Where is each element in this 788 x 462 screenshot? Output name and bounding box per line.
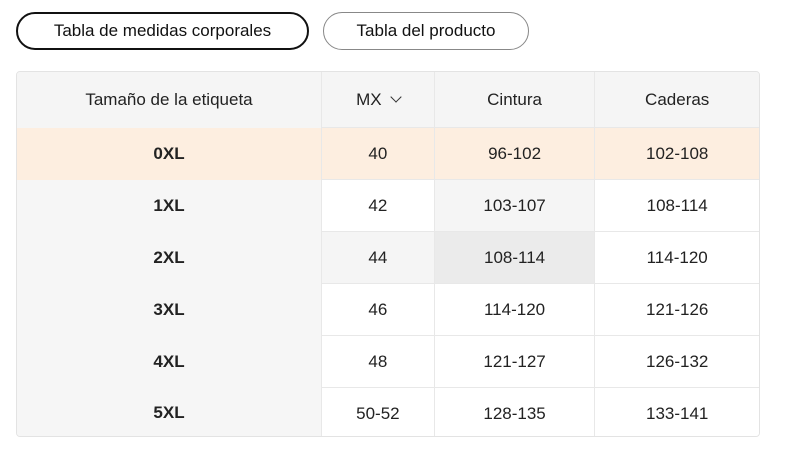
hips-range: 102-108 bbox=[594, 127, 759, 180]
mx-size: 46 bbox=[321, 283, 435, 336]
table-row[interactable]: 2XL 44 108-114 114-120 bbox=[17, 231, 759, 284]
hips-range: 126-132 bbox=[594, 335, 759, 388]
tab-product-measurements[interactable]: Tabla del producto bbox=[323, 12, 529, 50]
size-table: Tamaño de la etiqueta MX Cintura Caderas… bbox=[16, 71, 760, 437]
table-header-row: Tamaño de la etiqueta MX Cintura Caderas bbox=[17, 72, 759, 128]
hips-range: 121-126 bbox=[594, 283, 759, 336]
size-label: 0XL bbox=[17, 127, 322, 180]
size-label: 4XL bbox=[17, 335, 322, 388]
waist-range: 128-135 bbox=[433, 387, 595, 436]
waist-range: 108-114 bbox=[433, 231, 595, 284]
size-label: 2XL bbox=[17, 231, 322, 284]
mx-size: 44 bbox=[321, 231, 435, 284]
waist-range: 96-102 bbox=[433, 127, 595, 180]
waist-range: 114-120 bbox=[433, 283, 595, 336]
size-label: 3XL bbox=[17, 283, 322, 336]
size-chart-tabs: Tabla de medidas corporales Tabla del pr… bbox=[16, 12, 529, 50]
mx-size: 48 bbox=[321, 335, 435, 388]
header-waist: Cintura bbox=[433, 72, 595, 128]
mx-size: 50-52 bbox=[321, 387, 435, 436]
mx-size: 42 bbox=[321, 179, 435, 232]
size-label: 5XL bbox=[17, 387, 322, 436]
table-row[interactable]: 4XL 48 121-127 126-132 bbox=[17, 335, 759, 388]
hips-range: 108-114 bbox=[594, 179, 759, 232]
chevron-down-icon bbox=[389, 90, 402, 103]
table-row[interactable]: 0XL 40 96-102 102-108 bbox=[17, 127, 759, 180]
unit-selector-label: MX bbox=[356, 89, 382, 109]
table-row[interactable]: 5XL 50-52 128-135 133-141 bbox=[17, 387, 759, 436]
unit-selector[interactable]: MX bbox=[321, 72, 435, 128]
table-row[interactable]: 3XL 46 114-120 121-126 bbox=[17, 283, 759, 336]
header-label-size: Tamaño de la etiqueta bbox=[17, 72, 322, 128]
mx-size: 40 bbox=[321, 127, 435, 180]
hips-range: 133-141 bbox=[594, 387, 759, 436]
waist-range: 103-107 bbox=[433, 179, 595, 232]
hips-range: 114-120 bbox=[594, 231, 759, 284]
tab-body-measurements[interactable]: Tabla de medidas corporales bbox=[16, 12, 309, 50]
size-label: 1XL bbox=[17, 179, 322, 232]
waist-range: 121-127 bbox=[433, 335, 595, 388]
header-hips: Caderas bbox=[594, 72, 759, 128]
table-row[interactable]: 1XL 42 103-107 108-114 bbox=[17, 179, 759, 232]
